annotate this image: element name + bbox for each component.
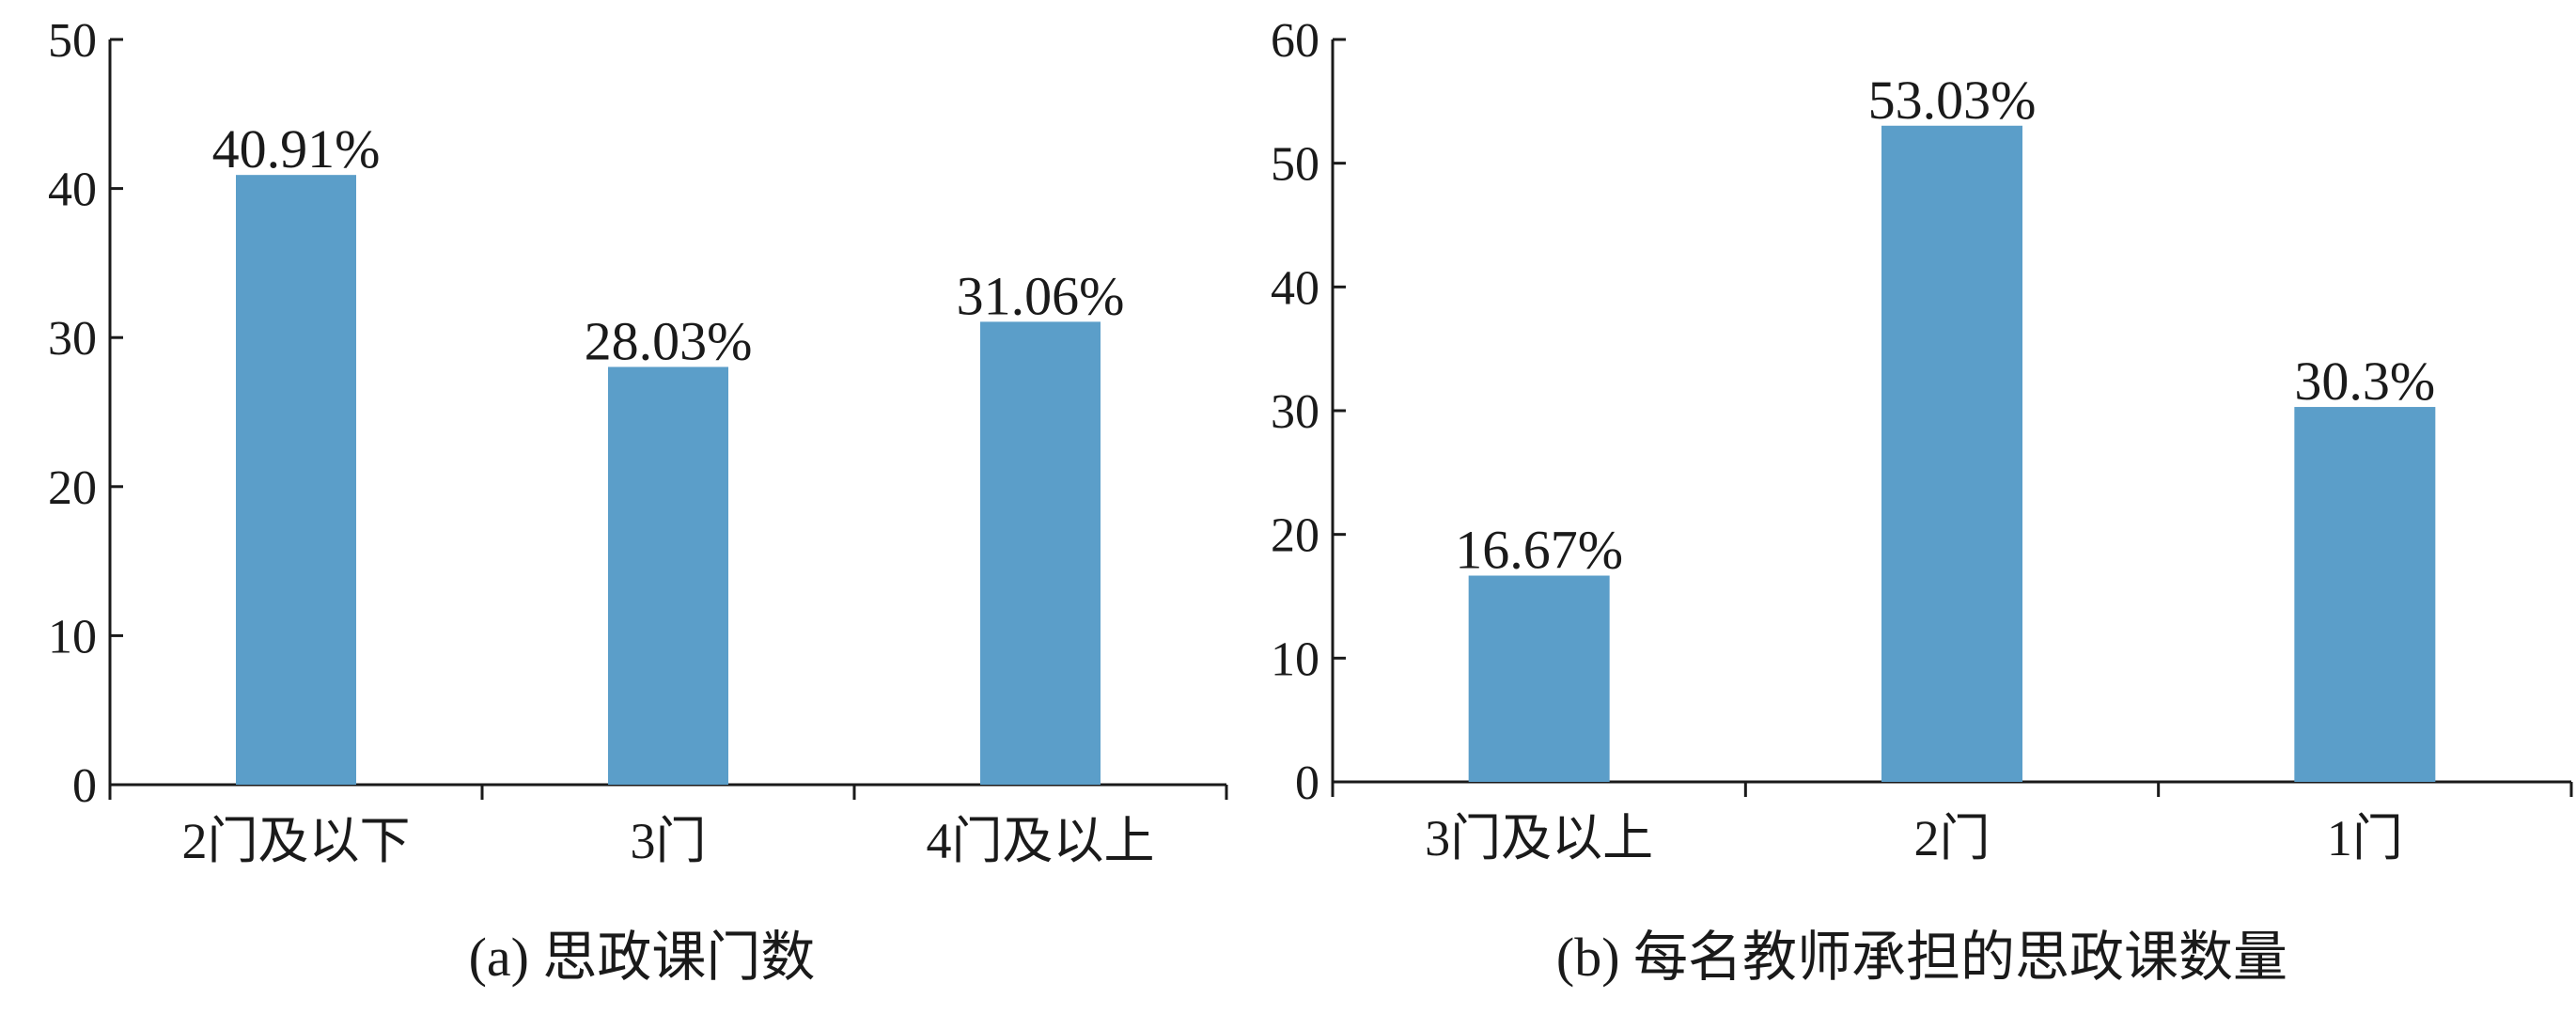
chart-b-bar	[1468, 575, 1610, 782]
chart-b-y-tick-label: 50	[1271, 138, 1319, 192]
chart-b-data-label: 53.03%	[1868, 70, 2037, 131]
chart-b-y-tick-label: 20	[1271, 509, 1319, 563]
chart-b-bar	[1881, 125, 2022, 782]
chart-a-y-tick-label: 30	[48, 312, 97, 366]
chart-a-bar	[608, 367, 728, 785]
chart-a-category-label: 3门	[631, 813, 707, 869]
chart-a-category-label: 4门及以上	[927, 813, 1155, 869]
chart-a-y-tick-label: 50	[48, 14, 97, 68]
chart-b-category-label: 2门	[1914, 810, 1991, 866]
chart-a-bar	[236, 175, 356, 785]
chart-b-y-tick-label: 10	[1271, 632, 1319, 686]
chart-a-y-tick-label: 0	[72, 759, 97, 813]
chart-b-data-label: 30.3%	[2294, 351, 2435, 412]
chart-a-caption: (a) 思政课门数	[469, 927, 816, 988]
chart-a-y-tick-label: 20	[48, 461, 97, 515]
chart-a-data-label: 28.03%	[585, 310, 753, 371]
chart-b-y-tick-label: 0	[1295, 757, 1319, 810]
chart-b-bar	[2294, 407, 2436, 782]
chart-b-y-tick-label: 30	[1271, 385, 1319, 439]
chart-b-category-label: 1门	[2327, 810, 2403, 866]
chart-a-y-tick-label: 40	[48, 164, 97, 217]
chart-a-data-label: 31.06%	[957, 265, 1125, 326]
chart-b-category-label: 3门及以上	[1425, 810, 1653, 866]
chart-b-data-label: 16.67%	[1455, 520, 1623, 581]
chart-a-category-label: 2门及以下	[182, 813, 411, 869]
chart-b-y-tick-label: 60	[1271, 14, 1319, 68]
chart-a-y-tick-label: 10	[48, 610, 97, 663]
chart-b-caption: (b) 每名教师承担的思政课数量	[1556, 927, 2287, 988]
chart-b-y-tick-label: 40	[1271, 261, 1319, 315]
chart-a-bar	[980, 321, 1101, 785]
chart-a-data-label: 40.91%	[212, 118, 381, 179]
